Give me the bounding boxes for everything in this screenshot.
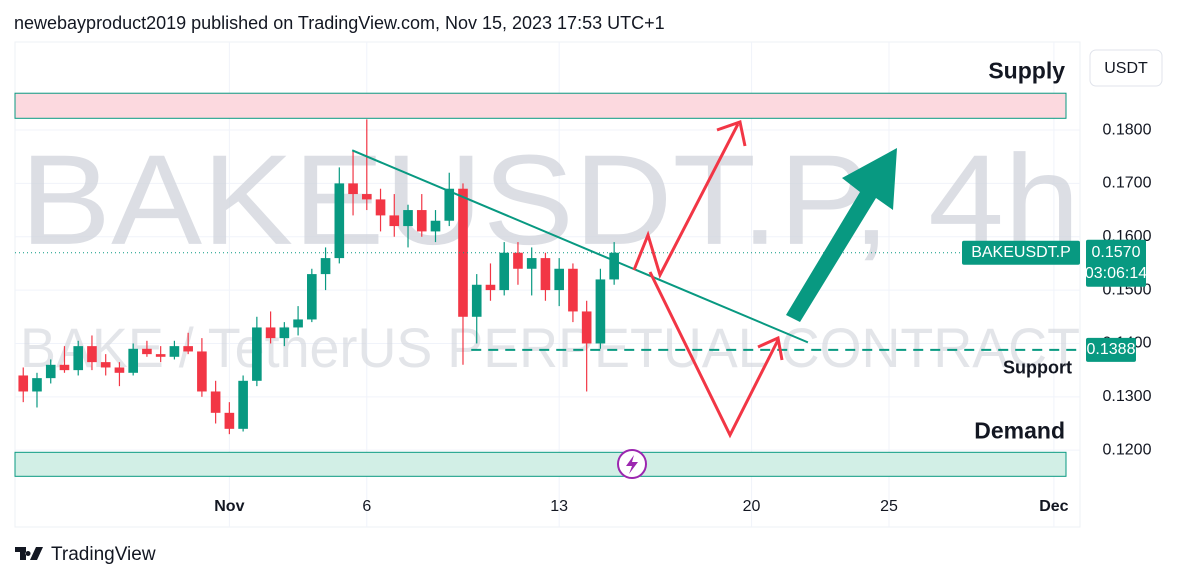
candle-body xyxy=(513,252,523,269)
red-arrow-up xyxy=(632,123,740,279)
candle-body xyxy=(485,284,496,291)
candle-body xyxy=(595,279,606,344)
candle-body xyxy=(554,268,564,291)
watermark: BAKEUSDT.P, 4h BAKE / TetherUS PERPETUAL … xyxy=(20,129,1080,379)
y-tick-label: 0.1700 xyxy=(1103,175,1152,192)
candles xyxy=(18,119,619,435)
candle-body xyxy=(375,199,386,216)
candle-body xyxy=(169,346,180,357)
green-arrow xyxy=(786,148,897,322)
candle-body xyxy=(128,348,138,373)
candle-body xyxy=(73,346,84,371)
candle-body xyxy=(100,362,111,368)
candle-body xyxy=(238,380,248,429)
footer: TradingView xyxy=(51,544,156,565)
candle-body xyxy=(224,412,235,429)
candle-body xyxy=(444,188,455,221)
x-tick-label: 25 xyxy=(880,498,898,515)
candle-body xyxy=(252,327,262,381)
candle-body xyxy=(540,258,551,291)
zones xyxy=(14,92,1067,477)
candle-body xyxy=(568,268,578,312)
x-tick-label: Dec xyxy=(1039,498,1068,515)
y-tick-label: 0.1800 xyxy=(1103,121,1152,138)
currency: USDT xyxy=(1104,60,1148,77)
candle-body xyxy=(265,327,276,339)
y-tick-label: 0.1200 xyxy=(1103,441,1152,458)
candle-body xyxy=(471,284,482,317)
candle-body xyxy=(183,346,193,352)
candle-body xyxy=(458,188,468,317)
candle-body xyxy=(155,354,166,357)
candle-body xyxy=(609,252,619,280)
price-tag-value: 0.1570 xyxy=(1092,244,1141,261)
symbol-tag xyxy=(962,240,1080,265)
candle-body xyxy=(114,367,125,373)
candle-body xyxy=(18,375,29,392)
supply-zone xyxy=(14,92,1067,119)
red-arrow-head xyxy=(716,120,747,147)
symbol-tag-label: BAKEUSDT.P xyxy=(971,244,1071,261)
price-tag xyxy=(1086,239,1146,287)
y-tick-label: 0.1300 xyxy=(1103,388,1152,405)
grid xyxy=(15,42,1080,527)
drawings xyxy=(15,149,1080,351)
candle-body xyxy=(59,364,70,371)
candle-body xyxy=(293,319,303,328)
candle-body xyxy=(389,215,400,227)
candle-body xyxy=(87,346,97,363)
candle-body xyxy=(334,183,345,259)
candle-body xyxy=(32,378,42,392)
x-tick-label: 13 xyxy=(550,498,568,515)
candle-body xyxy=(348,183,358,195)
trendline xyxy=(351,149,809,344)
candle-body xyxy=(403,210,413,227)
x-tick-label: Nov xyxy=(214,498,244,515)
price-axis: Nov6132025Dec0.12000.13000.14000.15000.1… xyxy=(214,121,1151,515)
demand-label: Demand xyxy=(974,417,1065,443)
plot-frame xyxy=(14,41,1081,528)
candle-body xyxy=(142,348,152,355)
x-tick-label: 20 xyxy=(743,498,761,515)
candle-body xyxy=(430,220,441,232)
header: newebayproduct2019 published on TradingV… xyxy=(14,13,665,33)
candle-body xyxy=(210,391,221,413)
watermark-symbol: BAKEUSDT.P, 4h xyxy=(20,129,1080,272)
logo-mark xyxy=(15,547,43,560)
demand-zone xyxy=(14,451,1067,477)
supply-label: Supply xyxy=(988,57,1065,83)
lightning xyxy=(626,455,638,474)
candle-body xyxy=(45,364,56,379)
watermark-description: BAKE / TetherUS PERPETUAL CONTRACT xyxy=(20,316,1080,379)
currency-box xyxy=(1089,49,1163,87)
candle-body xyxy=(320,258,331,275)
candle-body xyxy=(307,274,317,320)
support-tag xyxy=(1086,337,1136,362)
candle-body xyxy=(416,210,427,232)
candle-body xyxy=(581,311,592,344)
red-arrow-head xyxy=(757,335,784,361)
red-arrow-down xyxy=(648,271,780,439)
candle-body xyxy=(197,351,207,392)
x-tick-label: 6 xyxy=(362,498,371,515)
candle-body xyxy=(279,327,290,339)
support-label: Support xyxy=(1003,358,1072,378)
candle-body xyxy=(361,194,372,200)
candle-body xyxy=(526,258,537,269)
support-value: 0.1388 xyxy=(1087,341,1136,358)
candle-body xyxy=(499,252,510,291)
logo: TradingView xyxy=(15,544,156,565)
countdown: 03:06:14 xyxy=(1085,265,1147,282)
